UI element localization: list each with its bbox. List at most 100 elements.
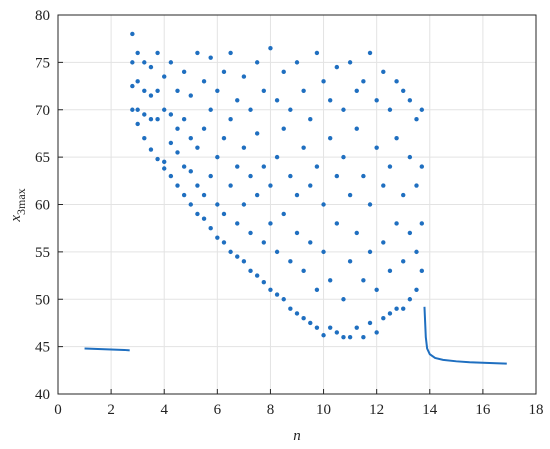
scatter-point (354, 230, 359, 236)
scatter-point (401, 306, 406, 311)
scatter-point (228, 117, 233, 122)
scatter-point (288, 259, 293, 264)
x-tick-label: 8 (267, 402, 275, 418)
scatter-point (175, 150, 180, 155)
x-tick-label: 2 (107, 402, 115, 418)
scatter-point (215, 202, 220, 207)
line-series (84, 347, 130, 352)
scatter-point (347, 334, 353, 340)
scatter-point (162, 74, 167, 79)
scatter-point (288, 107, 293, 112)
x-tick-label: 12 (369, 402, 384, 418)
scatter-point (181, 117, 187, 122)
scatter-point (301, 88, 306, 94)
scatter-point (341, 154, 346, 160)
scatter-point (148, 93, 154, 98)
x-tick-label: 16 (475, 402, 491, 418)
scatter-point (308, 320, 313, 326)
scatter-point (155, 50, 160, 56)
scatter-point (188, 202, 193, 207)
scatter-point (414, 249, 419, 255)
scatter-point (162, 107, 167, 112)
scatter-point (130, 107, 135, 112)
y-tick-label: 40 (35, 387, 50, 403)
scatter-point (142, 60, 147, 65)
scatter-point (175, 88, 180, 94)
scatter-point (221, 69, 227, 75)
scatter-point (361, 278, 366, 283)
scatter-point (221, 211, 227, 217)
x-tick-label: 14 (422, 402, 438, 418)
scatter-point (361, 79, 366, 84)
scatter-point (314, 164, 320, 169)
scatter-point (354, 88, 359, 94)
scatter-point (394, 79, 399, 84)
y-tick-label: 55 (35, 245, 50, 261)
scatter-point (381, 316, 386, 321)
x-axis-label: n (293, 428, 301, 444)
scatter-point (354, 325, 359, 330)
scatter-point (334, 221, 340, 226)
scatter-point (235, 98, 240, 103)
y-axis-label-main: x (8, 215, 24, 223)
scatter-point (274, 249, 280, 255)
scatter-point (294, 192, 300, 198)
scatter-point (341, 297, 346, 302)
x-tick-label: 0 (54, 402, 62, 418)
scatter-point (321, 249, 326, 255)
scatter-point (407, 230, 413, 236)
scatter-point (419, 221, 425, 226)
scatter-point (294, 60, 300, 65)
scatter-point (188, 135, 193, 141)
scatter-point (195, 211, 200, 217)
scatter-point (414, 287, 419, 292)
scatter-point (130, 31, 135, 37)
scatter-point (181, 164, 187, 169)
scatter-point (195, 183, 200, 188)
scatter-point (142, 135, 147, 141)
scatter-point (381, 240, 386, 245)
scatter-point (195, 145, 200, 150)
scatter-point (135, 107, 140, 112)
scatter-point (215, 235, 220, 240)
scatter-point (248, 268, 253, 274)
scatter-point (162, 166, 167, 171)
scatter-point (419, 107, 425, 112)
x-tick-label: 4 (160, 402, 168, 418)
scatter-point (235, 164, 240, 169)
y-axis-label-subscript: 3max (14, 188, 28, 215)
scatter-point (314, 287, 320, 292)
scatter-point (327, 325, 333, 330)
scatter-point (387, 311, 393, 316)
scatter-point (208, 55, 213, 60)
scatter-point (241, 74, 247, 79)
scatter-point (281, 69, 286, 75)
y-tick-label: 80 (35, 8, 50, 24)
scatter-point (168, 60, 174, 65)
scatter-point (401, 259, 406, 264)
scatter-point (407, 297, 413, 302)
scatter-point (221, 135, 227, 141)
scatter-point (294, 230, 300, 236)
scatter-point (130, 83, 135, 89)
scatter-point (248, 107, 253, 112)
scatter-point (274, 292, 280, 297)
scatter-point (261, 240, 267, 245)
scatter-point (334, 330, 340, 335)
scatter-point (414, 183, 419, 188)
axes-box (57, 14, 537, 395)
scatter-point (387, 164, 393, 169)
scatter-point (148, 64, 154, 70)
scatter-point (168, 140, 174, 146)
scatter-point (301, 268, 306, 274)
scatter-point (248, 230, 253, 236)
scatter-point (314, 50, 320, 56)
scatter-point (142, 88, 147, 94)
scatter-point (168, 173, 174, 179)
y-tick-label: 50 (35, 292, 50, 308)
scatter-point (201, 126, 207, 131)
y-tick-label: 45 (35, 340, 50, 356)
scatter-point (201, 79, 207, 84)
scatter-point (334, 173, 340, 179)
scatter-point (248, 173, 253, 179)
